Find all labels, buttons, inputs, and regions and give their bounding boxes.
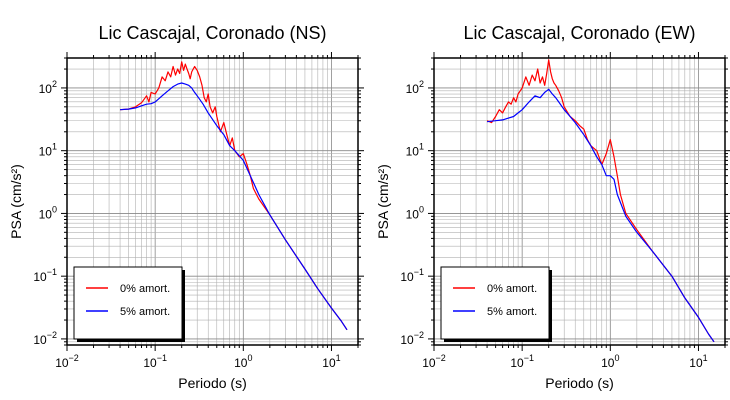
x-tick-label: 101 — [689, 353, 707, 370]
x-tick-label: 101 — [322, 353, 340, 370]
legend-box — [440, 266, 550, 340]
series-line-1 — [486, 59, 715, 343]
x-axis-label: Periodo (s) — [178, 375, 246, 391]
y-tick-label: 102 — [39, 79, 57, 96]
x-tick-label: 100 — [601, 353, 619, 370]
chart-title: Lic Cascajal, Coronado (EW) — [463, 23, 695, 43]
x-tick-label: 10−2 — [422, 353, 446, 370]
legend-label-1: 0% amort. — [487, 283, 537, 295]
y-axis-label: PSA (cm/s²) — [375, 164, 391, 239]
legend-box — [73, 266, 183, 340]
x-axis-label: Periodo (s) — [545, 375, 613, 391]
legend: 0% amort. 5% amort. — [73, 266, 185, 342]
series-line-2 — [120, 82, 348, 331]
plot-frame — [66, 57, 359, 346]
legend-label-2: 5% amort. — [120, 306, 170, 318]
chart-title: Lic Cascajal, Coronado (NS) — [98, 23, 326, 43]
legend-label-1: 0% amort. — [120, 283, 170, 295]
y-tick-label: 101 — [39, 142, 57, 159]
legend-label-2: 5% amort. — [487, 306, 537, 318]
plot-frame — [433, 57, 726, 346]
y-tick-label: 10−1 — [33, 267, 57, 284]
x-tick-label: 100 — [234, 353, 252, 370]
legend: 0% amort. 5% amort. — [440, 266, 552, 342]
y-tick-label: 10−2 — [33, 330, 57, 347]
x-tick-label: 10−1 — [143, 353, 167, 370]
chart-panel-2: 10−2 10−1 100 101 10−2 10−1 100 101 102 0% amort.… — [375, 23, 730, 391]
y-tick-label: 102 — [406, 79, 424, 96]
x-tick-label: 10−1 — [510, 353, 534, 370]
y-axis-label: PSA (cm/s²) — [8, 164, 24, 239]
grid — [66, 57, 359, 346]
y-tick-label: 101 — [406, 142, 424, 159]
y-tick-label: 10−2 — [400, 330, 424, 347]
y-tick-label: 100 — [406, 204, 424, 221]
ticks — [61, 52, 364, 351]
chart-panel-1: 10−2 10−1 100 101 10−2 10−1 100 101 102 0% amort.… — [8, 23, 364, 391]
y-tick-label: 10−1 — [400, 267, 424, 284]
x-tick-label: 10−2 — [55, 353, 79, 370]
y-tick-label: 100 — [39, 204, 57, 221]
series-line-2 — [487, 88, 715, 343]
ticks — [428, 52, 730, 351]
